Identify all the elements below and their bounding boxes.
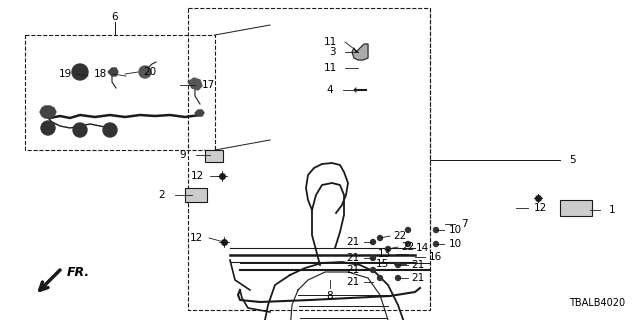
Text: 9: 9 [180, 150, 186, 160]
Circle shape [396, 262, 401, 268]
Circle shape [406, 242, 410, 246]
Text: 11: 11 [323, 37, 337, 47]
Text: 6: 6 [112, 12, 118, 22]
Text: 11: 11 [323, 63, 337, 73]
Circle shape [396, 276, 401, 281]
Circle shape [371, 268, 376, 273]
Circle shape [371, 239, 376, 244]
Bar [560, 200, 592, 216]
Text: 22: 22 [394, 231, 406, 241]
Polygon shape [40, 106, 56, 118]
Text: 5: 5 [569, 155, 575, 165]
Circle shape [41, 121, 55, 135]
Text: 21: 21 [412, 273, 424, 283]
Circle shape [73, 123, 87, 137]
Text: 17: 17 [202, 80, 214, 90]
Text: 2: 2 [159, 190, 165, 200]
Circle shape [433, 242, 438, 246]
Text: 18: 18 [93, 69, 107, 79]
Text: 20: 20 [143, 67, 157, 77]
Text: 22: 22 [401, 242, 415, 252]
Circle shape [378, 276, 383, 281]
Text: 19: 19 [58, 69, 72, 79]
Circle shape [103, 123, 117, 137]
Text: 12: 12 [533, 203, 547, 213]
Text: 16: 16 [428, 252, 442, 262]
Text: 4: 4 [326, 85, 333, 95]
Circle shape [72, 64, 88, 80]
Text: TBALB4020: TBALB4020 [569, 298, 625, 308]
Bar [188, 8, 430, 310]
Text: 21: 21 [412, 260, 424, 270]
Text: 8: 8 [326, 291, 333, 301]
Bar [25, 35, 215, 150]
Text: 12: 12 [190, 171, 204, 181]
Circle shape [433, 228, 438, 233]
Polygon shape [195, 110, 204, 116]
Text: 21: 21 [346, 253, 360, 263]
Circle shape [139, 66, 151, 78]
Polygon shape [188, 78, 202, 90]
Text: 7: 7 [461, 219, 467, 229]
Polygon shape [108, 68, 118, 76]
Text: 21: 21 [346, 265, 360, 275]
Text: 1: 1 [609, 205, 615, 215]
Circle shape [378, 236, 383, 241]
Circle shape [385, 246, 390, 252]
Text: 12: 12 [189, 233, 203, 243]
Text: 21: 21 [346, 237, 360, 247]
Text: 21: 21 [346, 277, 360, 287]
Polygon shape [352, 44, 368, 60]
Text: 10: 10 [449, 225, 461, 235]
Text: 10: 10 [449, 239, 461, 249]
Text: 3: 3 [329, 47, 335, 57]
Circle shape [406, 228, 410, 233]
Bar [185, 188, 207, 202]
Text: FR.: FR. [67, 266, 90, 278]
Bar [205, 150, 223, 162]
Text: 15: 15 [376, 259, 388, 269]
Text: 14: 14 [415, 243, 429, 253]
Text: 13: 13 [378, 249, 390, 259]
Circle shape [371, 255, 376, 260]
